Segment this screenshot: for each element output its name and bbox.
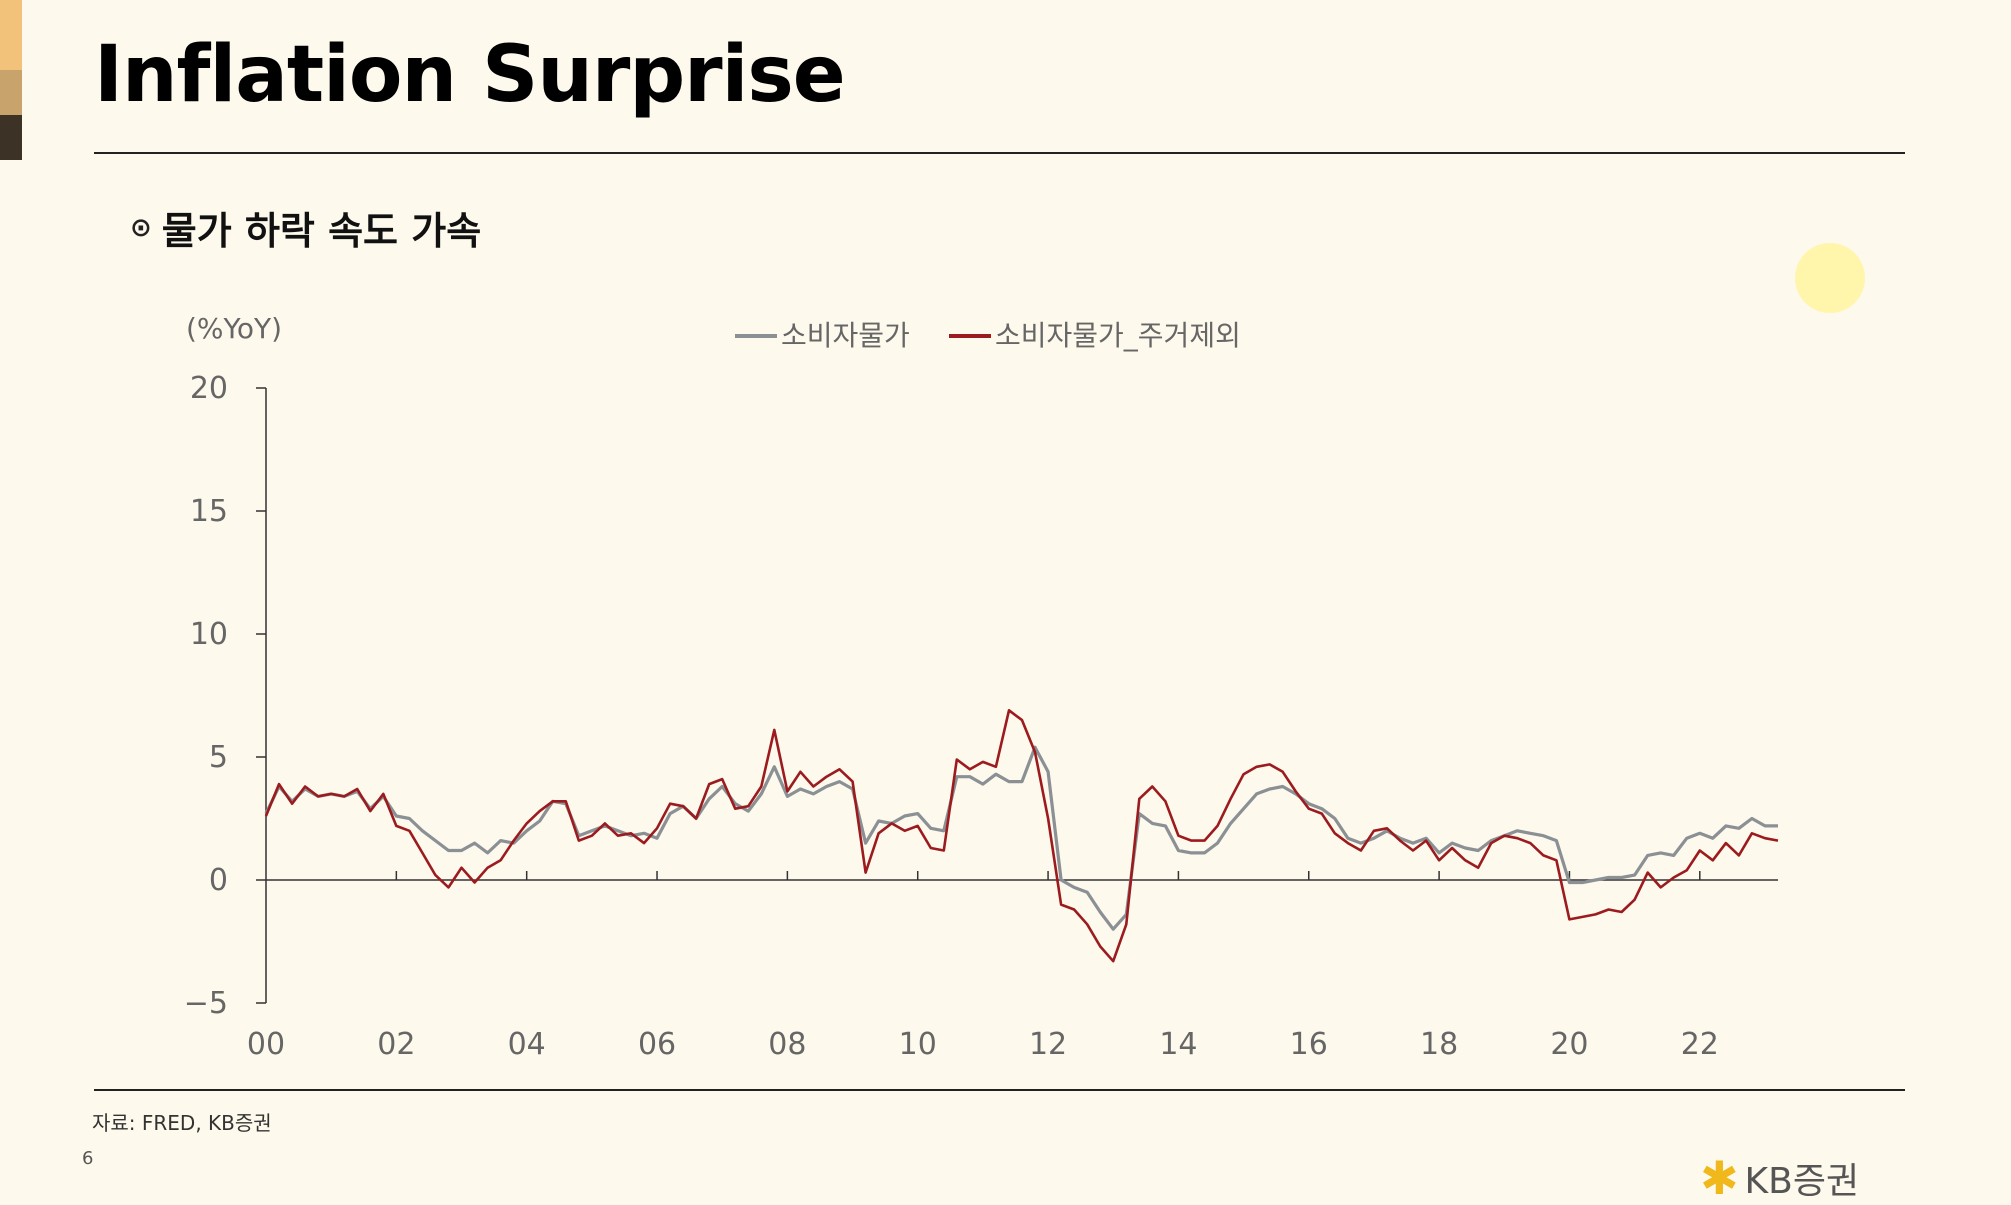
x-tick-label: 02 bbox=[377, 1027, 415, 1060]
source-note: 자료: FRED, KB증권 bbox=[92, 1111, 272, 1135]
deco-block-3 bbox=[0, 115, 22, 160]
x-tick-label: 22 bbox=[1681, 1027, 1719, 1060]
y-axis-label: (%YoY) bbox=[186, 312, 282, 345]
series-line-2 bbox=[264, 709, 1779, 963]
deco-block-2 bbox=[0, 70, 22, 115]
footer-divider bbox=[94, 1089, 1905, 1091]
subtitle-text: 물가 하락 속도 가속 bbox=[161, 209, 482, 253]
x-tick-label: 08 bbox=[768, 1027, 806, 1060]
page-number: 6 bbox=[82, 1148, 94, 1169]
series-line-1 bbox=[264, 745, 1778, 931]
x-tick-label: 06 bbox=[638, 1027, 676, 1060]
y-tick-label: 5 bbox=[209, 740, 228, 775]
y-tick-label: 0 bbox=[209, 863, 228, 898]
legend-label-1: 소비자물가 bbox=[781, 319, 910, 352]
kb-star-icon: ✱ bbox=[1700, 1151, 1739, 1205]
x-tick-label: 12 bbox=[1029, 1027, 1067, 1060]
line-chart: −5 0 5 10 15 20 00 02 04 06 08 10 12 14 16 18 20 22 (%YoY)… bbox=[184, 312, 1779, 1060]
x-tick-label: 18 bbox=[1420, 1027, 1458, 1060]
x-tick-label: 04 bbox=[508, 1027, 546, 1060]
page-title: Inflation Surprise bbox=[94, 30, 846, 120]
bullet-icon: ⊙ bbox=[130, 212, 152, 243]
section-subtitle: ⊙ 물가 하락 속도 가속 bbox=[130, 200, 481, 255]
y-tick-label: 15 bbox=[190, 494, 228, 529]
x-tick-label: 00 bbox=[247, 1027, 285, 1060]
legend-label-2: 소비자물가_주거제외 bbox=[995, 319, 1241, 352]
kb-logo: ✱ KB증권 bbox=[1700, 1152, 1859, 1204]
title-divider bbox=[94, 152, 1905, 154]
deco-block-1 bbox=[0, 0, 22, 70]
y-tick-label: −5 bbox=[184, 986, 228, 1021]
x-tick-label: 20 bbox=[1550, 1027, 1588, 1060]
decorative-color-bar bbox=[0, 0, 22, 160]
cursor-highlight bbox=[1795, 243, 1865, 313]
x-tick-label: 16 bbox=[1290, 1027, 1328, 1060]
y-tick-label: 20 bbox=[190, 371, 228, 406]
x-tick-label: 10 bbox=[899, 1027, 937, 1060]
logo-text: KB증권 bbox=[1744, 1161, 1860, 1202]
y-tick-label: 10 bbox=[190, 617, 228, 652]
x-tick-label: 14 bbox=[1159, 1027, 1197, 1060]
